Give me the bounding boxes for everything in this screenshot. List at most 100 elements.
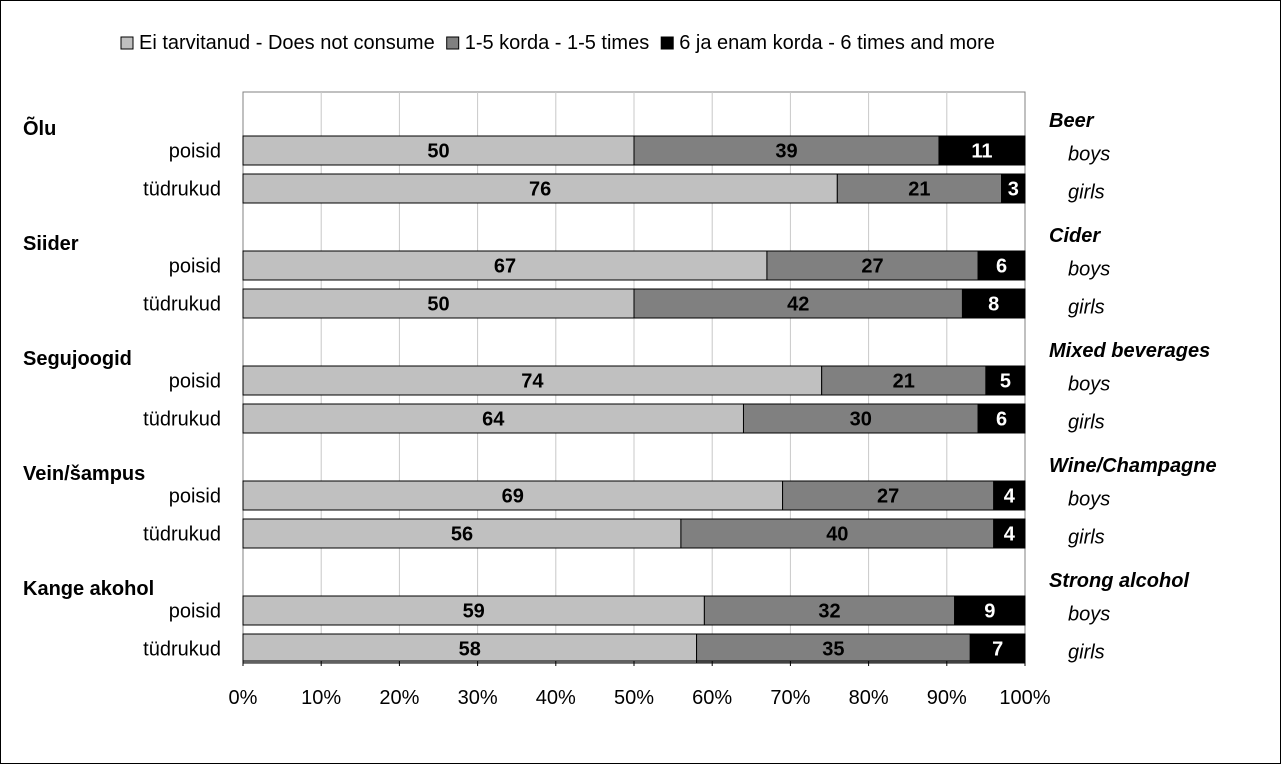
data-label: 21	[893, 371, 915, 393]
legend-entry: 6 ja enam korda - 6 times and more	[679, 32, 995, 54]
data-label: 69	[502, 486, 524, 508]
bar-segment	[633, 135, 940, 166]
group-label: Õlu	[23, 116, 56, 140]
x-tick-label: 20%	[379, 687, 419, 709]
row-label: tüdrukud	[143, 524, 221, 546]
bar-segment	[242, 135, 635, 166]
row-label-en: boys	[1068, 374, 1110, 396]
data-label: 8	[988, 294, 999, 316]
bar-segment	[977, 250, 1026, 281]
row-label: poisid	[169, 256, 221, 278]
data-label: 58	[459, 639, 481, 661]
data-label: 30	[850, 409, 872, 431]
data-label: 27	[877, 486, 899, 508]
x-tick-label: 50%	[614, 687, 654, 709]
data-label: 56	[451, 524, 473, 546]
row-label: tüdrukud	[143, 639, 221, 661]
bar-segment	[993, 518, 1026, 549]
x-tick-label: 80%	[849, 687, 889, 709]
data-label: 50	[427, 294, 449, 316]
row-label: tüdrukud	[143, 179, 221, 201]
data-label: 5	[1000, 371, 1011, 393]
bar-segment	[696, 633, 971, 664]
row-label: tüdrukud	[143, 409, 221, 431]
row-label: poisid	[169, 486, 221, 508]
row-label-en: boys	[1068, 489, 1110, 511]
category-labels: Õlu Beer poisid boys tüdrukud girls Siider Cide…	[23, 110, 1217, 664]
legend-swatch	[446, 36, 460, 50]
bar-segment	[242, 518, 682, 549]
bar-segment	[836, 173, 1003, 204]
data-label: 40	[826, 524, 848, 546]
data-label: 50	[427, 141, 449, 163]
row-label-en: girls	[1068, 527, 1105, 549]
bar-segment	[680, 518, 995, 549]
data-label: 74	[521, 371, 544, 393]
data-label: 21	[908, 179, 930, 201]
data-label: 67	[494, 256, 516, 278]
data-label: 11	[971, 141, 992, 163]
row-label-en: girls	[1068, 297, 1105, 319]
x-tick-label: 90%	[927, 687, 967, 709]
bar-segment	[242, 633, 698, 664]
x-tick-label: 40%	[536, 687, 576, 709]
x-tick-label: 100%	[999, 687, 1050, 709]
legend: Ei tarvitanud - Does not consume 1-5 kord…	[120, 32, 995, 54]
group-label: Vein/šampus	[23, 463, 145, 485]
data-label: 7	[992, 639, 1003, 661]
bar-segment	[242, 365, 823, 396]
x-tick-label: 10%	[301, 687, 341, 709]
data-label: 42	[787, 294, 809, 316]
bar-segment	[821, 365, 987, 396]
row-label-en: boys	[1068, 144, 1110, 166]
bar-segment	[938, 135, 1026, 166]
group-label-en: Cider	[1049, 225, 1101, 247]
bar-segment	[993, 480, 1026, 511]
bar-segment	[242, 288, 635, 319]
row-label: poisid	[169, 141, 221, 163]
x-tick-label: 30%	[458, 687, 498, 709]
bar-segment	[969, 633, 1026, 664]
group-label: Siider	[23, 233, 79, 255]
bar-segment	[242, 595, 705, 626]
row-label-en: boys	[1068, 259, 1110, 281]
bar-segment	[985, 365, 1026, 396]
data-label: 6	[996, 409, 1007, 431]
data-label: 76	[529, 179, 551, 201]
data-label: 3	[1008, 179, 1019, 201]
row-label-en: girls	[1068, 182, 1105, 204]
row-label-en: girls	[1068, 412, 1105, 434]
legend-entry: Ei tarvitanud - Does not consume	[139, 32, 435, 54]
data-label: 64	[482, 409, 505, 431]
group-label: Segujoogid	[23, 348, 132, 370]
bar-segment	[242, 173, 838, 204]
bar-segment	[633, 288, 963, 319]
row-label-en: boys	[1068, 604, 1110, 626]
x-tick-label: 0%	[229, 687, 258, 709]
bar-segment	[1001, 173, 1026, 204]
row-label: poisid	[169, 601, 221, 623]
legend-entry: 1-5 korda - 1-5 times	[465, 32, 650, 54]
group-label-en: Mixed beverages	[1049, 340, 1210, 362]
bar-segment	[242, 480, 784, 511]
data-label: 35	[822, 639, 844, 661]
bar-segment	[766, 250, 979, 281]
row-label-en: girls	[1068, 642, 1105, 664]
bar-segment	[977, 403, 1026, 434]
data-label: 4	[1004, 486, 1016, 508]
bar-segment	[961, 288, 1026, 319]
group-label: Kange akohol	[23, 578, 154, 600]
bar-segment	[782, 480, 995, 511]
row-label: tüdrukud	[143, 294, 221, 316]
bar-segment	[954, 595, 1026, 626]
group-label-en: Beer	[1049, 110, 1095, 132]
x-tick-label: 70%	[770, 687, 810, 709]
data-label: 6	[996, 256, 1007, 278]
legend-swatch	[120, 36, 134, 50]
data-label: 39	[775, 141, 797, 163]
bar-segment	[742, 403, 979, 434]
data-label: 59	[463, 601, 485, 623]
row-label: poisid	[169, 371, 221, 393]
